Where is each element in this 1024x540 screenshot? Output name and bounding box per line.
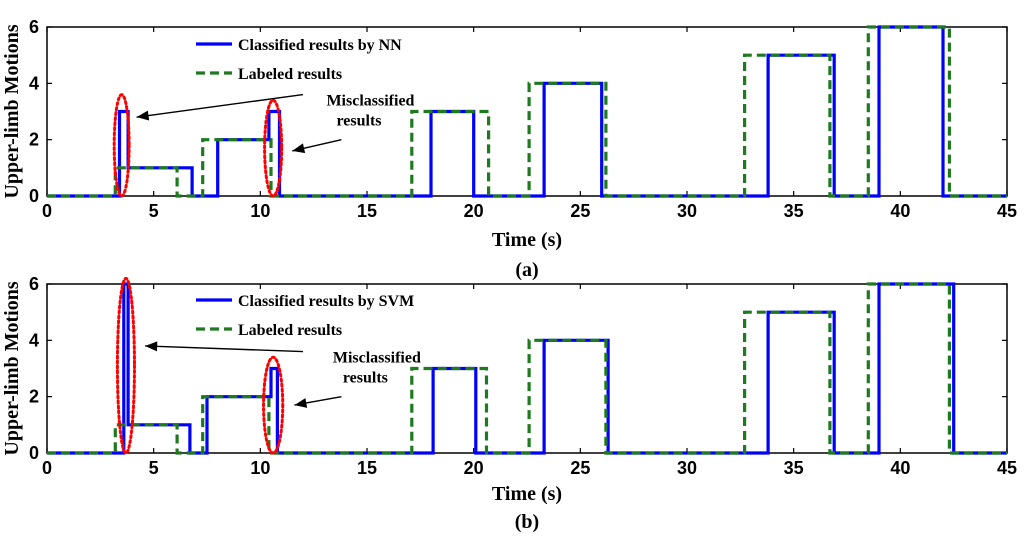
x-axis-label: Time (s)	[492, 229, 562, 251]
y-tick-label: 0	[29, 443, 39, 463]
misclassified-ellipse	[263, 98, 284, 198]
x-axis-label: Time (s)	[492, 483, 562, 505]
annotation-text-line2: results	[336, 113, 381, 130]
x-tick-label: 0	[42, 201, 52, 221]
annotation-arrow	[136, 93, 304, 118]
plot-b: 0 5 10 15 20 25 30 35 40 45 0 2 4 6 Classified results…	[1, 274, 1017, 533]
legend-label: Labeled results	[238, 322, 342, 339]
x-tick-label: 10	[250, 458, 270, 478]
plot-area	[46, 283, 1008, 454]
y-tick-label: 4	[29, 73, 39, 93]
x-tick-label: 5	[149, 201, 159, 221]
x-tick-label: 20	[464, 201, 484, 221]
annotation-text-line2: results	[343, 370, 388, 387]
legend-label: Classified results by NN	[238, 37, 402, 54]
y-tick-label: 2	[29, 387, 39, 407]
x-tick-label: 25	[570, 458, 590, 478]
x-tick-label: 45	[997, 201, 1017, 221]
plot-area	[46, 26, 1008, 197]
y-tick-label: 4	[29, 330, 39, 350]
y-tick-label: 6	[29, 274, 39, 294]
subplot-caption: (a)	[515, 259, 538, 281]
subplot-caption: (b)	[515, 511, 539, 533]
y-tick-label: 2	[29, 130, 39, 150]
plot-a: 0 5 10 15 20 25 30 35 40 45 0 2 4 6 Classified results…	[1, 17, 1017, 281]
x-tick-label: 40	[890, 201, 910, 221]
y-tick-label: 0	[29, 186, 39, 206]
annotation-text-line1: Misclassified	[326, 93, 414, 110]
x-tick-label: 15	[357, 458, 377, 478]
series-labeled-line	[47, 282, 1007, 455]
misclassified-ellipse	[112, 93, 131, 198]
arrow-head	[292, 143, 306, 154]
misclassified-ellipse	[262, 355, 285, 455]
x-tick-label: 15	[357, 201, 377, 221]
x-tick-label: 20	[464, 458, 484, 478]
arrow-head	[294, 398, 308, 408]
x-tick-label: 35	[784, 201, 804, 221]
y-axis-label: Upper-limb Motions	[1, 281, 23, 455]
x-tick-label: 45	[997, 458, 1017, 478]
y-axis-label: Upper-limb Motions	[1, 24, 23, 198]
y-tick-label: 6	[29, 17, 39, 37]
x-tick-label: 30	[677, 201, 697, 221]
series-labeled-line	[47, 25, 1007, 198]
legend-label: Classified results by SVM	[238, 293, 414, 310]
x-tick-label: 5	[149, 458, 159, 478]
x-tick-label: 25	[570, 201, 590, 221]
x-tick-label: 30	[677, 458, 697, 478]
annotation-text-line1: Misclassified	[333, 350, 421, 367]
x-tick-label: 35	[784, 458, 804, 478]
arrow-head	[145, 341, 158, 352]
legend-label: Labeled results	[238, 66, 342, 83]
annotation-arrow	[145, 345, 304, 353]
x-tick-label: 40	[890, 458, 910, 478]
misclassified-ellipse	[115, 276, 136, 455]
x-tick-label: 0	[42, 458, 52, 478]
x-tick-label: 10	[250, 201, 270, 221]
arrow-head	[136, 110, 150, 121]
